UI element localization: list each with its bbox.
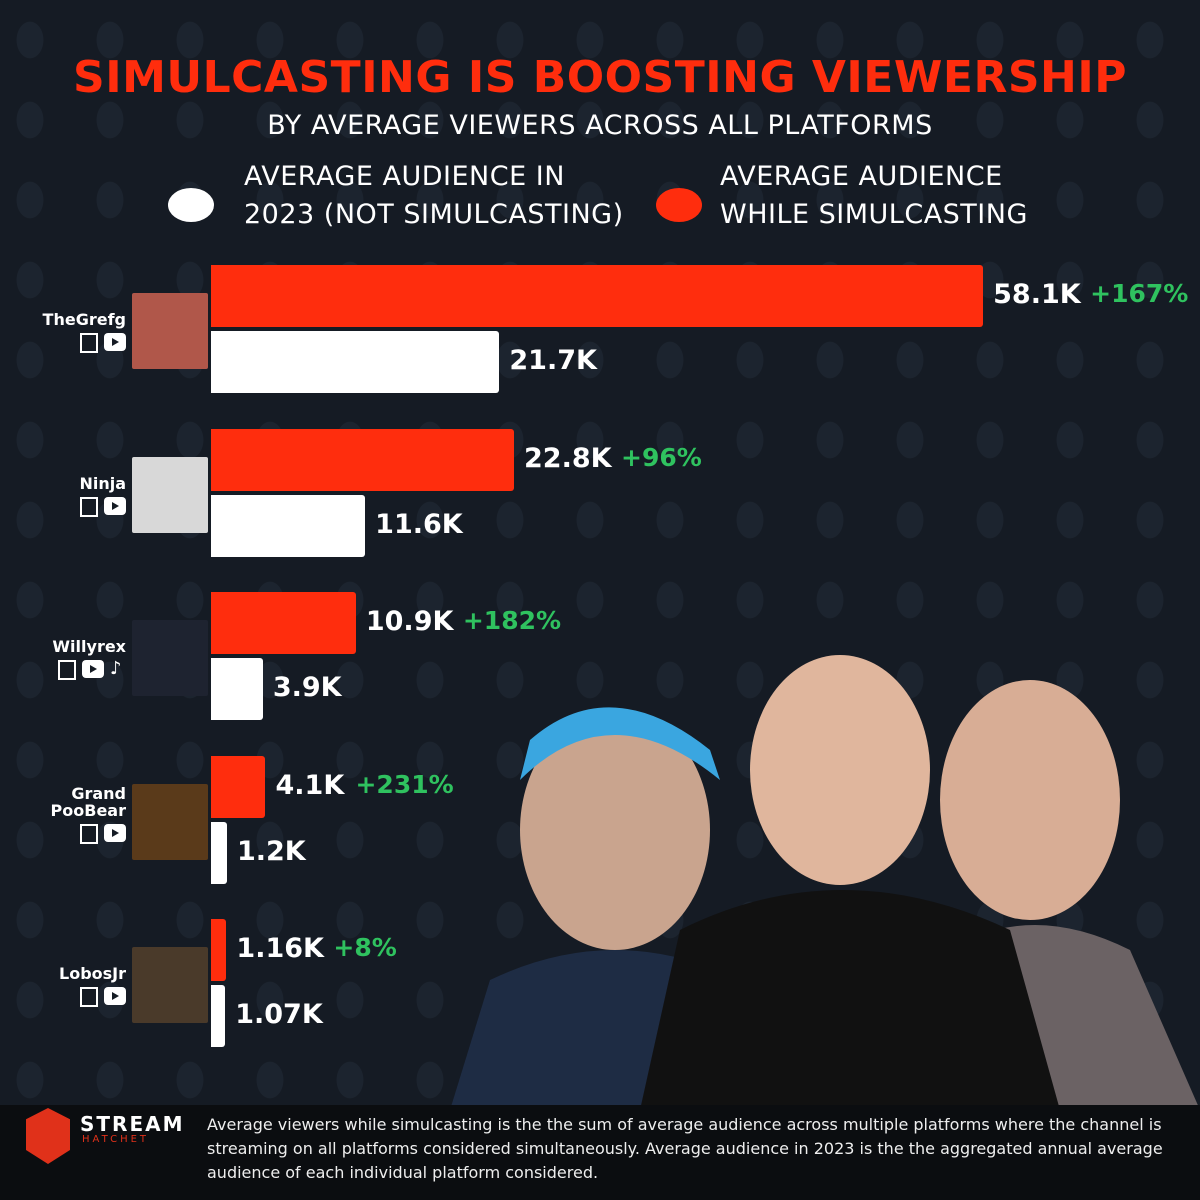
legend-text: 2023 (NOT SIMULCASTING) bbox=[244, 199, 624, 230]
value-label: 1.2K bbox=[236, 835, 306, 867]
bar-simulcast bbox=[211, 265, 984, 327]
bar-simulcast bbox=[211, 755, 266, 818]
platform-icons bbox=[80, 987, 126, 1007]
change-label: +8% bbox=[333, 933, 397, 962]
bar-2023 bbox=[211, 658, 263, 720]
value-label: 11.6K bbox=[375, 508, 463, 540]
youtube-icon bbox=[104, 987, 126, 1005]
streamer-name: Willyrex bbox=[52, 637, 126, 656]
streamer-name: LobosJr bbox=[59, 964, 126, 983]
value-label: 4.1K bbox=[275, 769, 345, 801]
legend-red-swatch bbox=[656, 188, 702, 222]
brand-name: STREAM bbox=[80, 1112, 185, 1136]
streamer-avatar bbox=[132, 456, 208, 533]
bar-2023 bbox=[211, 331, 500, 393]
twitch-icon bbox=[80, 496, 98, 517]
legend-text: WHILE SIMULCASTING bbox=[720, 199, 1028, 230]
legend-text: AVERAGE AUDIENCE bbox=[720, 161, 1003, 192]
chart-subtitle: BY AVERAGE VIEWERS ACROSS ALL PLATFORMS bbox=[267, 110, 933, 141]
streamer-name: TheGrefg bbox=[42, 310, 126, 329]
streamer-photos bbox=[450, 655, 1200, 1110]
value-label: 58.1K bbox=[993, 279, 1081, 310]
bar-2023 bbox=[211, 985, 226, 1047]
change-label: +182% bbox=[462, 606, 562, 635]
brand-sub: HATCHET bbox=[82, 1134, 150, 1145]
change-label: +167% bbox=[1090, 279, 1189, 308]
footer bbox=[0, 1105, 1200, 1200]
youtube-icon bbox=[104, 823, 126, 842]
twitch-icon bbox=[80, 987, 98, 1007]
platform-icons bbox=[80, 496, 126, 517]
platform-icons bbox=[80, 333, 126, 353]
streamer-avatar bbox=[132, 620, 208, 696]
value-label: 22.8K bbox=[524, 442, 612, 474]
twitch-icon bbox=[58, 660, 76, 680]
platform-icons bbox=[80, 823, 126, 844]
youtube-icon bbox=[82, 660, 104, 678]
bar-simulcast bbox=[211, 919, 227, 981]
footnote: Average viewers while simulcasting is th… bbox=[207, 1115, 1163, 1182]
value-label: 3.9K bbox=[272, 672, 342, 703]
legend-red: AVERAGE AUDIENCE WHILE SIMULCASTING bbox=[720, 158, 1028, 234]
youtube-icon bbox=[104, 496, 126, 515]
bar-simulcast bbox=[211, 592, 356, 654]
value-label: 1.07K bbox=[235, 999, 323, 1030]
bar-2023 bbox=[211, 821, 227, 884]
youtube-icon bbox=[104, 333, 126, 351]
legend-white-swatch bbox=[168, 188, 214, 222]
value-label: 10.9K bbox=[365, 606, 454, 637]
bar-simulcast bbox=[211, 428, 514, 491]
value-label: 21.7K bbox=[509, 345, 597, 376]
legend-text: AVERAGE AUDIENCE IN bbox=[244, 161, 565, 192]
streamer-name: Ninja bbox=[79, 473, 126, 493]
chart-title: SIMULCASTING IS BOOSTING VIEWERSHIP bbox=[73, 52, 1127, 103]
change-label: +231% bbox=[355, 769, 454, 799]
streamer-avatar bbox=[132, 293, 208, 369]
legend-white: AVERAGE AUDIENCE IN 2023 (NOT SIMULCASTIN… bbox=[244, 158, 624, 234]
platform-icons: ♪ bbox=[58, 660, 126, 680]
streamer-avatar bbox=[132, 947, 208, 1023]
twitch-icon bbox=[80, 823, 98, 844]
bar-2023 bbox=[211, 494, 366, 557]
twitch-icon bbox=[80, 333, 98, 353]
value-label: 1.16K bbox=[236, 933, 324, 964]
streamer-avatar bbox=[132, 783, 208, 860]
streamer-name: Grand PooBear bbox=[50, 783, 126, 820]
tiktok-icon: ♪ bbox=[110, 658, 122, 679]
stream-hatchet-logo-icon bbox=[26, 1108, 70, 1164]
change-label: +96% bbox=[621, 442, 702, 472]
